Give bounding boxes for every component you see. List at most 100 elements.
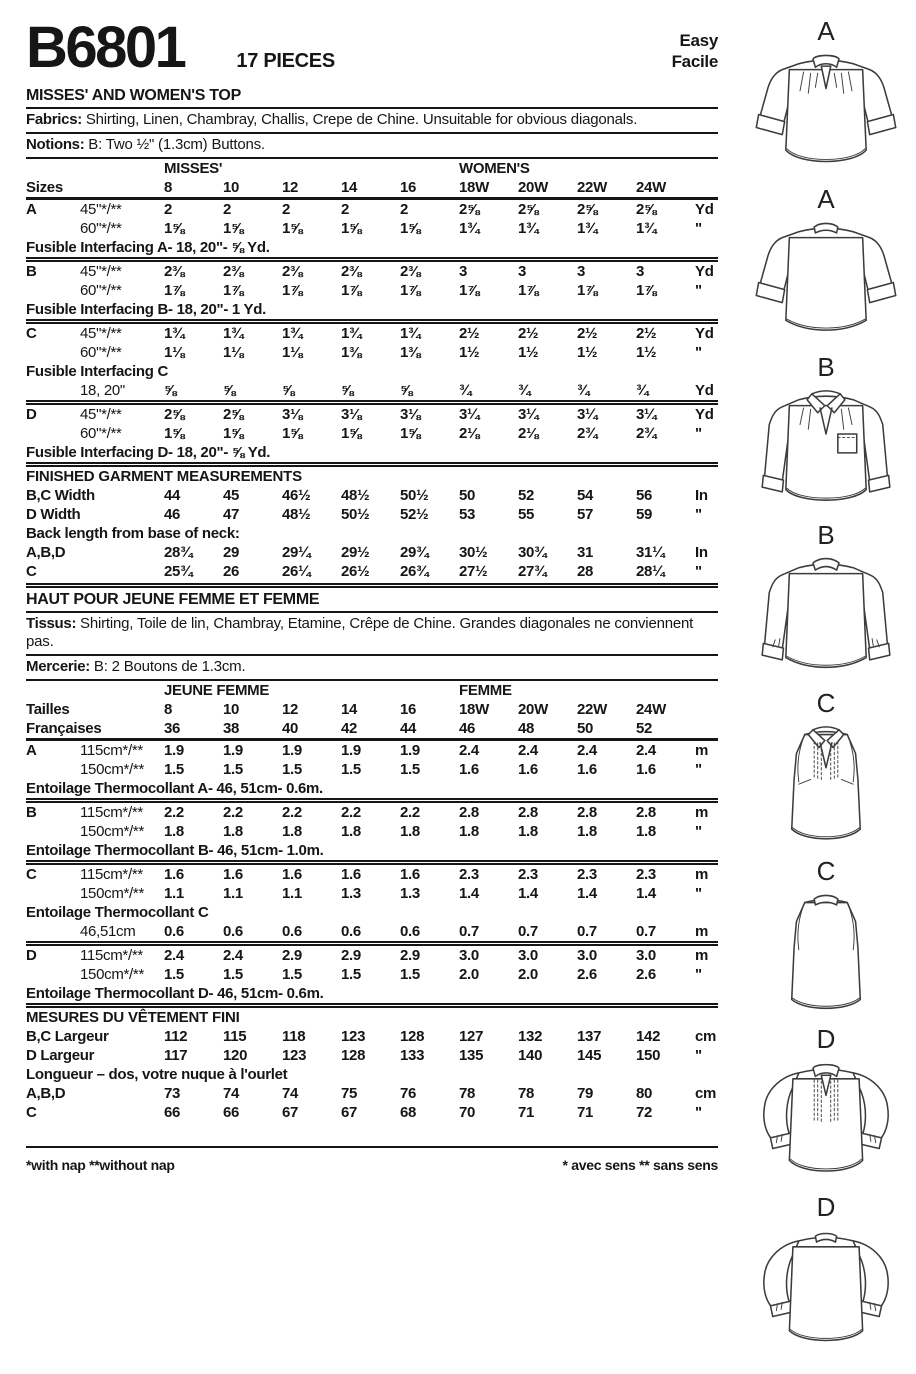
mercerie-label: Mercerie:	[26, 658, 91, 675]
cell-value: 112	[164, 1028, 188, 1045]
row-text: Fusible Interfacing B- 18, 20"- 1 Yd.	[26, 301, 266, 318]
cell-value: 3	[636, 263, 645, 280]
cell-value: 1¾	[223, 325, 244, 342]
cell-value: 31	[577, 544, 594, 561]
cell-value: 1.6	[282, 866, 302, 883]
cell-unit: "	[695, 282, 702, 299]
table-row-values: A 115cm*/** 1.9 1.9 1.9 1.9 1.9 2.4 2.4 2.4 2.4 m	[26, 738, 718, 760]
cell-value: 132	[518, 1028, 543, 1045]
cell-value: 1.9	[400, 742, 420, 759]
cell-value: 2.2	[400, 804, 420, 821]
cell-value: 2.2	[164, 804, 184, 821]
cell-value: 78	[518, 1085, 535, 1102]
cell-value: 1.1	[282, 885, 302, 902]
cell-value: 128	[400, 1028, 425, 1045]
view-a-front: A	[740, 18, 912, 186]
cell-value: 1.8	[400, 823, 420, 840]
cell-value: 55	[518, 506, 535, 523]
cell-value: 1⅝	[341, 425, 362, 442]
cell-value: 44	[164, 487, 181, 504]
cell-value: 2.0	[459, 966, 479, 983]
table-row-subheader: Longueur – dos, votre nuque à l'ourlet	[26, 1065, 718, 1084]
table-row-values: 60"*/** 1⅛ 1⅛ 1⅛ 1⅜ 1⅜ 1½ 1½ 1½ 1½ "	[26, 343, 718, 362]
table-row-group: MISSES' WOMEN'S	[26, 159, 718, 178]
cell-unit: Yd	[695, 406, 714, 423]
row-text: FINISHED GARMENT MEASUREMENTS	[26, 468, 302, 485]
row-sublabel: 45"*/**	[80, 325, 122, 342]
row-text: Entoilage Thermocollant D- 46, 51cm- 0.6…	[26, 985, 324, 1002]
cell-value: 2	[400, 201, 409, 218]
cell-value: 48	[518, 720, 535, 737]
view-b-back-label: B	[817, 520, 835, 550]
table-row-subheader: Back length from base of neck:	[26, 524, 718, 543]
row-sublabel: 115cm*/**	[80, 866, 143, 883]
view-c-front-drawing	[790, 726, 862, 840]
notions-label: Notions:	[26, 136, 85, 153]
cell-value: 29½	[341, 544, 370, 561]
cell-value: 1.5	[341, 966, 361, 983]
cell-value: 2⅝	[518, 201, 539, 218]
cell-value: 2.4	[223, 947, 243, 964]
cell-value: 118	[282, 1028, 306, 1045]
cell-value: 2⅝	[636, 201, 657, 218]
cell-value: 3⅛	[400, 406, 421, 423]
row-label: D Width	[26, 506, 81, 523]
cell-value: 10	[223, 179, 240, 196]
cell-value: 1⅜	[400, 344, 421, 361]
cell-value: 1.6	[400, 866, 420, 883]
cell-value: 2	[164, 201, 173, 218]
difficulty-french: Facile	[671, 52, 719, 71]
cell-value: 26¼	[282, 563, 311, 580]
cell-value: 0.7	[636, 923, 656, 940]
cell-value: 67	[282, 1104, 299, 1121]
column-group-right: WOMEN'S	[459, 160, 530, 177]
cell-value: 1.4	[518, 885, 538, 902]
table-row-sizes: Françaises 36 38 40 42 44 46 48 50 52	[26, 719, 718, 738]
notions-row: Notions: B: Two ½" (1.3cm) Buttons.	[26, 134, 718, 159]
view-b-front-drawing	[761, 390, 891, 501]
cell-value: 123	[282, 1047, 307, 1064]
cell-unit: Yd	[695, 201, 714, 218]
column-group-right: FEMME	[459, 682, 512, 699]
cell-value: 27¾	[518, 563, 547, 580]
table-row-values: C 66 66 67 67 68 70 71 71 72 "	[26, 1103, 718, 1122]
cell-value: 2.4	[164, 947, 184, 964]
table-row-values: 60"*/** 1⅝ 1⅝ 1⅝ 1⅝ 1⅝ 2⅛ 2⅛ 2¾ 2¾ "	[26, 424, 718, 443]
cell-value: 1.4	[459, 885, 479, 902]
cell-value: 1.6	[518, 761, 538, 778]
row-label: C	[26, 866, 37, 883]
cell-value: 1⅝	[282, 425, 303, 442]
cell-value: 22W	[577, 701, 607, 718]
cell-unit: cm	[695, 1085, 717, 1102]
cell-value: 0.6	[282, 923, 302, 940]
cell-value: 28¾	[164, 544, 193, 561]
cell-value: 1.4	[577, 885, 597, 902]
cell-value: 1.5	[400, 761, 420, 778]
cell-value: 2	[282, 201, 291, 218]
view-d-back-label: D	[816, 1192, 836, 1222]
cell-value: 71	[577, 1104, 594, 1121]
cell-value: 1.5	[223, 761, 243, 778]
cell-value: 0.6	[341, 923, 361, 940]
row-text: Fusible Interfacing D- 18, 20"- ⅝ Yd.	[26, 444, 271, 461]
table-row-values: 150cm*/** 1.5 1.5 1.5 1.5 1.5 2.0 2.0 2.6 2.6 "	[26, 965, 718, 984]
cell-value: 26½	[341, 563, 370, 580]
table-row-group: JEUNE FEMME FEMME	[26, 681, 718, 700]
table-row-values: 60"*/** 1⅞ 1⅞ 1⅞ 1⅞ 1⅞ 1⅞ 1⅞ 1⅞ 1⅞ "	[26, 281, 718, 300]
cell-value: 2⅛	[459, 425, 480, 442]
row-sublabel: 60"*/**	[80, 282, 122, 299]
cell-value: 10	[223, 701, 240, 718]
cell-unit: "	[695, 823, 702, 840]
cell-value: 3	[518, 263, 527, 280]
cell-value: ¾	[459, 382, 472, 399]
cell-value: 18W	[459, 179, 489, 196]
cell-unit: m	[695, 866, 709, 883]
cell-value: 1¾	[164, 325, 185, 342]
table-row-values: C 115cm*/** 1.6 1.6 1.6 1.6 1.6 2.3 2.3 2.3 2.3 m	[26, 860, 718, 884]
cell-value: 1⅞	[164, 282, 185, 299]
cell-value: 8	[164, 179, 173, 196]
cell-value: 1⅞	[223, 282, 244, 299]
row-sublabel: 150cm*/**	[80, 966, 145, 983]
cell-value: 0.7	[577, 923, 597, 940]
cell-value: 0.7	[459, 923, 479, 940]
